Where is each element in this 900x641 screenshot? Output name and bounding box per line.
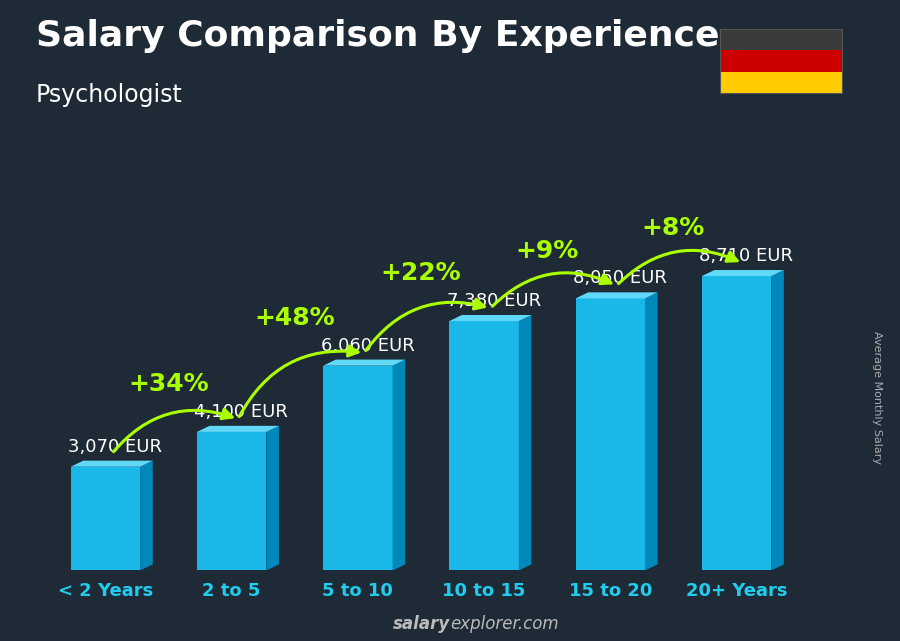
Text: 8,050 EUR: 8,050 EUR	[573, 269, 667, 287]
Text: explorer.com: explorer.com	[450, 615, 559, 633]
Text: Average Monthly Salary: Average Monthly Salary	[872, 331, 883, 464]
Polygon shape	[197, 426, 279, 432]
Bar	[720, 72, 842, 93]
Polygon shape	[645, 292, 658, 570]
Text: +9%: +9%	[516, 238, 579, 263]
Text: 6,060 EUR: 6,060 EUR	[320, 337, 414, 354]
Polygon shape	[702, 276, 771, 570]
Text: salary: salary	[392, 615, 450, 633]
Text: +34%: +34%	[128, 372, 209, 396]
Polygon shape	[771, 270, 784, 570]
FancyArrowPatch shape	[618, 251, 737, 283]
Polygon shape	[323, 360, 405, 365]
Polygon shape	[323, 365, 392, 570]
Polygon shape	[266, 426, 279, 570]
Text: 8,710 EUR: 8,710 EUR	[699, 247, 793, 265]
Text: Psychologist: Psychologist	[36, 83, 183, 107]
FancyArrowPatch shape	[365, 299, 484, 351]
Polygon shape	[140, 461, 153, 570]
Polygon shape	[392, 360, 405, 570]
Polygon shape	[71, 461, 153, 467]
Text: 7,380 EUR: 7,380 EUR	[446, 292, 541, 310]
Polygon shape	[576, 299, 645, 570]
Polygon shape	[518, 315, 531, 570]
Polygon shape	[71, 467, 140, 570]
FancyArrowPatch shape	[239, 346, 358, 417]
Polygon shape	[449, 315, 531, 321]
Text: +22%: +22%	[381, 262, 462, 285]
Text: 4,100 EUR: 4,100 EUR	[194, 403, 288, 420]
Polygon shape	[449, 321, 518, 570]
Polygon shape	[702, 270, 784, 276]
Polygon shape	[576, 292, 658, 299]
FancyArrowPatch shape	[492, 273, 611, 306]
Text: +48%: +48%	[255, 306, 335, 330]
Polygon shape	[197, 432, 266, 570]
Bar	[720, 50, 842, 72]
Text: +8%: +8%	[642, 216, 705, 240]
FancyArrowPatch shape	[113, 409, 232, 452]
Text: 3,070 EUR: 3,070 EUR	[68, 438, 162, 456]
Text: Salary Comparison By Experience: Salary Comparison By Experience	[36, 19, 719, 53]
Bar	[720, 29, 842, 50]
